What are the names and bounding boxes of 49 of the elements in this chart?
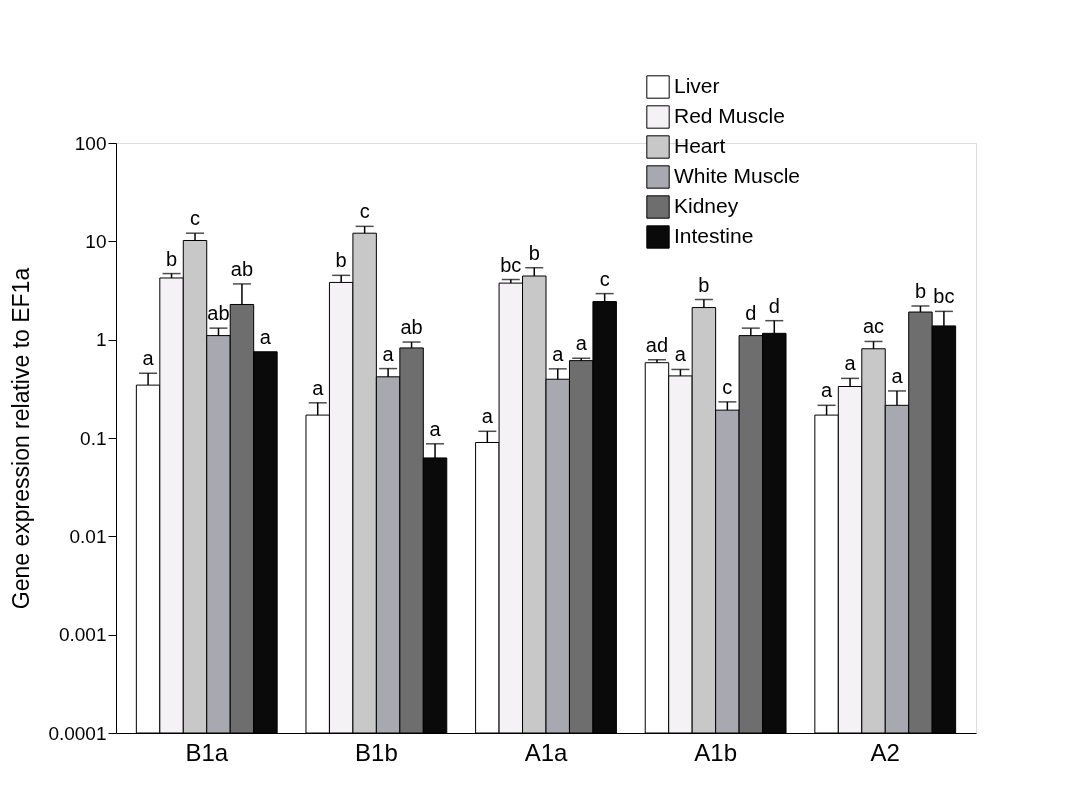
legend-label: Heart [674, 134, 726, 157]
x-tick-label: A2 [870, 738, 900, 766]
data-label: b [698, 273, 710, 296]
data-label: ad [645, 333, 669, 356]
y-tick-label: 1 [95, 329, 107, 351]
data-label: ab [400, 316, 423, 339]
data-label: a [552, 342, 565, 365]
data-label: c [190, 207, 201, 230]
y-tick-label: 10 [85, 230, 107, 252]
data-label: ac [862, 315, 885, 338]
data-label: b [165, 247, 178, 270]
data-label: a [821, 379, 834, 402]
data-label: a [481, 405, 494, 428]
x-tick-label: B1a [185, 738, 229, 766]
data-label: c [722, 375, 733, 398]
x-tick-label: A1a [524, 738, 568, 766]
data-label: a [575, 332, 588, 355]
data-label: a [429, 417, 442, 440]
data-label: a [891, 364, 904, 387]
data-label: b [528, 241, 540, 264]
data-label: c [599, 267, 610, 290]
legend-label: Kidney [674, 194, 739, 217]
data-label: a [259, 325, 272, 348]
y-tick-label: 100 [74, 132, 107, 154]
y-axis-title: Gene expression relative to EF1a [8, 267, 35, 610]
data-label: a [674, 343, 687, 366]
data-label: bc [500, 253, 522, 276]
data-label: ab [207, 302, 230, 325]
data-label: a [844, 352, 857, 375]
legend-label: White Muscle [674, 164, 801, 187]
data-label: a [142, 347, 155, 370]
legend-label: Liver [674, 74, 720, 97]
data-label: ab [230, 257, 254, 280]
data-label: c [359, 200, 370, 223]
y-tick-label: 0.01 [69, 525, 107, 547]
legend-label: Red Muscle [674, 104, 785, 127]
y-tick-label: 0.0001 [48, 722, 107, 744]
data-label: d [745, 302, 757, 325]
data-label: a [382, 342, 395, 365]
data-label: d [768, 294, 780, 317]
legend-label: Intestine [674, 224, 754, 247]
y-tick-label: 0.1 [80, 427, 107, 449]
data-label: b [335, 249, 347, 272]
data-label: b [914, 280, 927, 302]
x-tick-label: A1b [694, 738, 737, 766]
x-tick-label: B1b [355, 738, 398, 766]
data-label: a [312, 376, 325, 399]
data-label: bc [933, 285, 955, 308]
y-tick-label: 0.001 [58, 624, 107, 646]
